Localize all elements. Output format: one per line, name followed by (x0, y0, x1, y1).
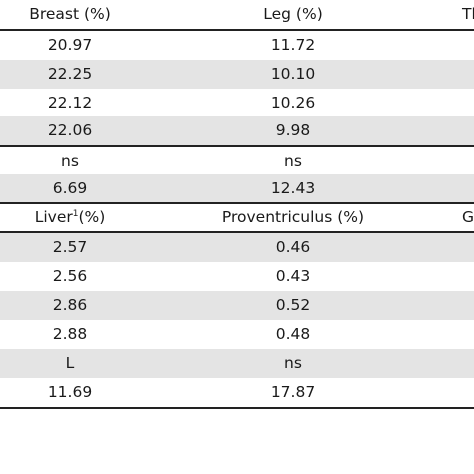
section-rule (0, 145, 474, 147)
table-cell: 2.86 (52, 296, 88, 314)
table-header-row: Liver1(%) Proventriculus (%) Gi (0, 203, 474, 232)
table-row: ns ns (0, 147, 474, 176)
table-cell: 11.69 (47, 383, 93, 401)
header-thigh-partial: Th (462, 5, 474, 23)
table-cell: 22.25 (47, 65, 93, 83)
table-cell: 2.88 (52, 325, 88, 343)
header-liver: Liver1(%) (0, 203, 140, 232)
table-row: 20.97 11.72 (0, 31, 474, 60)
table-row: 22.12 10.26 (0, 89, 474, 118)
table-cell: ns (61, 152, 79, 170)
header-breast: Breast (%) (29, 5, 111, 23)
table-row: 11.69 17.87 (0, 378, 474, 407)
table-cell: 0.43 (275, 267, 311, 285)
table-row: 2.56 0.43 (0, 262, 474, 291)
header-liver-unit: (%) (78, 208, 106, 226)
table-row: 2.86 0.52 (0, 291, 474, 320)
table-row: 22.06 9.98 (0, 116, 474, 145)
section-rule (0, 202, 474, 204)
table-cell: 0.48 (275, 325, 311, 343)
table-cell: ns (284, 354, 302, 372)
header-gizzard-partial: Gi (462, 208, 474, 226)
footnote-mark: 1 (72, 209, 79, 219)
table-cell: 22.06 (47, 121, 93, 139)
header-leg: Leg (%) (263, 5, 323, 23)
table-cell: 2.57 (52, 238, 88, 256)
header-rule (0, 29, 474, 31)
table-cell: 6.69 (52, 179, 88, 197)
table-cell: 11.72 (270, 36, 316, 54)
header-rule (0, 231, 474, 233)
header-proventriculus: Proventriculus (%) (221, 208, 365, 226)
table-cell: 2.56 (52, 267, 88, 285)
table-cell: 12.43 (270, 179, 316, 197)
table-row: 2.57 0.46 (0, 233, 474, 262)
table-cell: L (65, 354, 75, 372)
table-cell: 10.10 (270, 65, 316, 83)
table-cell: 9.98 (275, 121, 311, 139)
table-cell: 0.46 (275, 238, 311, 256)
table-cell: 20.97 (47, 36, 93, 54)
table-row: 2.88 0.48 (0, 320, 474, 349)
table-cell: 0.52 (275, 296, 311, 314)
header-liver-label: Liver (34, 208, 73, 226)
table-cell: 10.26 (270, 94, 316, 112)
table-cell: 22.12 (47, 94, 93, 112)
table-row: L ns (0, 349, 474, 378)
table-row: 6.69 12.43 (0, 174, 474, 203)
table-row: 22.25 10.10 (0, 60, 474, 89)
table-bottom-rule (0, 407, 474, 409)
table-header-row: Breast (%) Leg (%) Th (0, 0, 474, 29)
table-cell: ns (284, 152, 302, 170)
table-cell: 17.87 (270, 383, 316, 401)
